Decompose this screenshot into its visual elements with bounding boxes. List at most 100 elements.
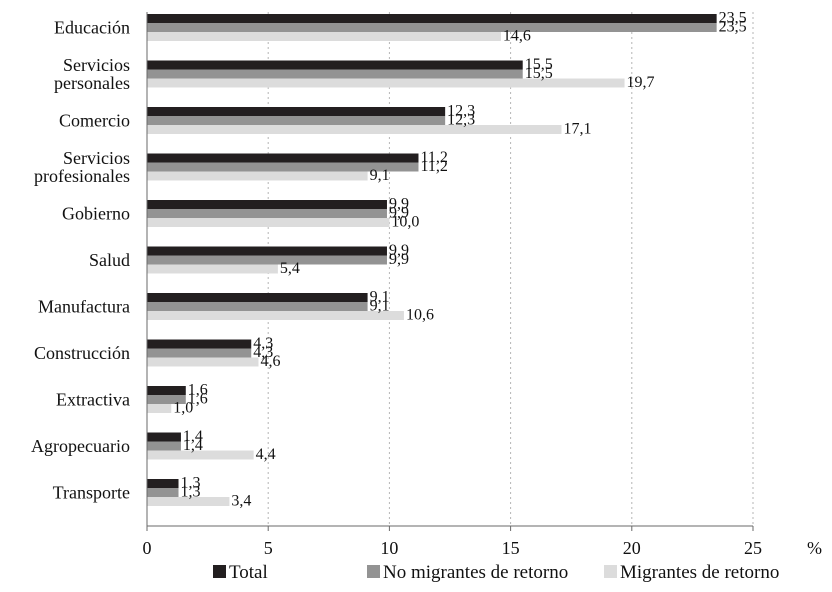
value-label-salud-migrantes-de-retorno: 5,4 (280, 260, 300, 277)
category-label-line: Gobierno (62, 204, 130, 224)
x-tick-label-20: 20 (623, 538, 641, 558)
category-label-comercio: Comercio (59, 111, 130, 131)
value-label-extractiva-no-migrantes-de-retorno: 1,6 (188, 391, 208, 408)
value-label-construccion-no-migrantes-de-retorno: 4,3 (253, 344, 273, 361)
value-label-educacion-no-migrantes-de-retorno: 23,5 (719, 19, 747, 36)
legend-item-total: Total (213, 562, 268, 583)
grid-lines (267, 12, 754, 526)
bar-transporte-no-migrantes-de-retorno (147, 488, 179, 497)
category-label-line: profesionales (34, 166, 130, 186)
bar-servicios-profesionales-no-migrantes-de-retorno (147, 162, 419, 172)
x-tick-label-5: 5 (264, 538, 273, 558)
bar-educacion-migrantes-de-retorno (147, 32, 501, 41)
category-label-line: Manufactura (38, 297, 130, 317)
x-tick-label-0: 0 (143, 538, 152, 558)
bar-salud-migrantes-de-retorno (147, 264, 278, 274)
value-label-comercio-migrantes-de-retorno: 17,1 (564, 121, 592, 138)
x-tick-label-10: 10 (380, 538, 398, 558)
category-label-line: Educación (54, 18, 130, 38)
category-label-servicios-profesionales: Servicios profesionales (34, 148, 130, 186)
legend-swatch-migrantes-de-retorno (604, 565, 617, 578)
legend: Total No migrantes de retorno Migrantes de… (213, 562, 779, 583)
bar-educacion-no-migrantes-de-retorno (147, 23, 717, 32)
bar-extractiva-total (147, 386, 186, 395)
bar-comercio-migrantes-de-retorno (147, 125, 562, 134)
bar-servicios-personales-no-migrantes-de-retorno (147, 69, 523, 79)
bar-construccion-migrantes-de-retorno (147, 357, 259, 367)
bar-gobierno-migrantes-de-retorno (147, 218, 390, 227)
value-label-comercio-total: 12,3 (447, 103, 475, 120)
value-labels: 23,523,5 14,6 15,515,5 19,7 12,312,3 17,1 11,2… (173, 10, 746, 510)
category-label-line: Construcción (34, 343, 130, 363)
bar-extractiva-migrantes-de-retorno (147, 404, 172, 413)
category-label-line: personales (54, 73, 130, 93)
value-label-agropecuario-no-migrantes-de-retorno: 1,4 (183, 437, 203, 454)
bar-agropecuario-migrantes-de-retorno (147, 450, 254, 460)
category-label-line: Extractiva (56, 390, 130, 410)
bar-manufactura-total (147, 293, 368, 302)
value-label-educacion-migrantes-de-retorno: 14,6 (503, 28, 531, 45)
bars (147, 14, 717, 506)
value-label-salud-no-migrantes-de-retorno: 9,9 (389, 251, 409, 268)
bar-manufactura-no-migrantes-de-retorno (147, 302, 368, 311)
x-tick-label-15: 15 (502, 538, 520, 558)
category-label-line: Agropecuario (31, 436, 130, 456)
legend-label-total: Total (229, 562, 268, 583)
legend-item-no-migrantes-de-retorno: No migrantes de retorno (367, 562, 568, 583)
bar-gobierno-total (147, 200, 387, 209)
value-label-salud-total: 9,9 (389, 242, 409, 259)
bar-agropecuario-no-migrantes-de-retorno (147, 441, 181, 451)
legend-label-no-migrantes-de-retorno: No migrantes de retorno (383, 562, 568, 583)
value-label-comercio-no-migrantes-de-retorno: 12,3 (447, 112, 475, 129)
bar-servicios-profesionales-migrantes-de-retorno (147, 171, 368, 181)
x-tick-label-25: 25 (744, 538, 762, 558)
bar-servicios-profesionales-total (147, 153, 419, 163)
bar-construccion-no-migrantes-de-retorno (147, 348, 252, 358)
value-label-servicios-profesionales-total: 11,2 (420, 149, 447, 166)
bar-comercio-no-migrantes-de-retorno (147, 116, 446, 125)
bar-educacion-total (147, 14, 717, 23)
value-label-construccion-total: 4,3 (253, 335, 273, 352)
category-label-line: Comercio (59, 111, 130, 131)
value-label-agropecuario-total: 1,4 (183, 428, 203, 445)
category-label-construccion: Construcción (34, 343, 130, 363)
category-label-gobierno: Gobierno (62, 204, 130, 224)
value-label-manufactura-migrantes-de-retorno: 10,6 (406, 307, 434, 324)
value-label-servicios-personales-no-migrantes-de-retorno: 15,5 (525, 65, 553, 82)
value-label-servicios-personales-total: 15,5 (525, 56, 553, 73)
bar-construccion-total (147, 339, 252, 349)
bar-transporte-migrantes-de-retorno (147, 497, 230, 506)
value-label-servicios-profesionales-no-migrantes-de-retorno: 11,2 (420, 158, 447, 175)
value-label-educacion-total: 23,5 (719, 10, 747, 27)
category-label-transporte: Transporte (53, 483, 130, 503)
value-label-transporte-no-migrantes-de-retorno: 1,3 (181, 484, 201, 501)
value-label-extractiva-total: 1,6 (188, 382, 208, 399)
category-label-salud: Salud (89, 250, 130, 270)
value-label-transporte-total: 1,3 (181, 475, 201, 492)
value-label-extractiva-migrantes-de-retorno: 1,0 (173, 400, 193, 417)
category-label-line: Servicios (63, 148, 130, 168)
value-label-transporte-migrantes-de-retorno: 3,4 (231, 493, 251, 510)
category-label-line: Servicios (63, 55, 130, 75)
value-label-manufactura-no-migrantes-de-retorno: 9,1 (370, 298, 390, 315)
value-label-gobierno-migrantes-de-retorno: 10,0 (391, 214, 419, 231)
bar-manufactura-migrantes-de-retorno (147, 311, 404, 320)
category-label-agropecuario: Agropecuario (31, 436, 130, 456)
bar-salud-no-migrantes-de-retorno (147, 255, 387, 265)
value-label-manufactura-total: 9,1 (370, 289, 390, 306)
bar-agropecuario-total (147, 432, 181, 442)
category-label-manufactura: Manufactura (38, 297, 130, 317)
category-label-educacion: Educación (54, 18, 130, 38)
bar-servicios-personales-migrantes-de-retorno (147, 78, 625, 88)
bar-salud-total (147, 246, 387, 256)
bar-comercio-total (147, 107, 446, 116)
bar-servicios-personales-total (147, 60, 523, 70)
value-label-construccion-migrantes-de-retorno: 4,6 (261, 353, 281, 370)
legend-swatch-total (213, 565, 226, 578)
legend-label-migrantes-de-retorno: Migrantes de retorno (620, 562, 779, 583)
value-label-servicios-profesionales-migrantes-de-retorno: 9,1 (370, 167, 390, 184)
value-label-gobierno-no-migrantes-de-retorno: 9,9 (389, 205, 409, 222)
category-label-line: Salud (89, 250, 130, 270)
